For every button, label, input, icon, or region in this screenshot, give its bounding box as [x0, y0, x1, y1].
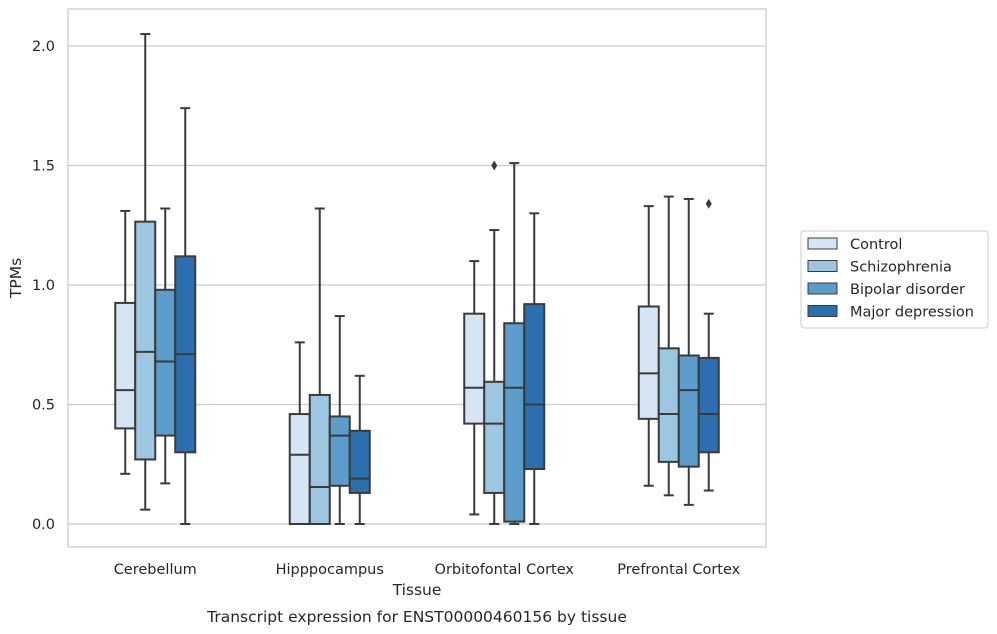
- box-body: [348, 429, 371, 494]
- box-series: [114, 33, 720, 525]
- y-tick-label: 2.0: [32, 39, 55, 55]
- box-body: [154, 288, 177, 437]
- x-tick-label: Orbitofontal Cortex: [435, 562, 575, 578]
- box: [348, 374, 371, 525]
- box-body: [114, 301, 137, 430]
- box: [174, 107, 197, 525]
- y-tick-label: 1.5: [32, 159, 55, 175]
- box-body: [483, 380, 506, 494]
- legend: Control Schizophrenia Bipolar disorder Majo…: [800, 230, 989, 329]
- box-body: [637, 305, 660, 420]
- box: [288, 341, 311, 525]
- series-control: [114, 205, 660, 525]
- box-body: [134, 220, 157, 461]
- series-major-depression: [174, 107, 720, 525]
- legend-items: Control Schizophrenia Bipolar disorder Majo…: [807, 237, 974, 321]
- box-body: [328, 415, 351, 487]
- box: [308, 207, 331, 525]
- x-tick-label: Prefrontal Cortex: [617, 562, 740, 578]
- box-body: [288, 413, 311, 525]
- series-schizophrenia: [134, 33, 680, 525]
- y-tick-labels: 0.0 0.5 1.0 1.5 2.0: [32, 39, 55, 533]
- legend-label: Bipolar disorder: [850, 282, 965, 298]
- box: [154, 207, 177, 485]
- x-tick-labels: Cerebellum Hipppocampus Orbitofontal Corte…: [114, 562, 741, 578]
- legend-label: Control: [850, 237, 902, 253]
- y-axis-title: TPMs: [7, 258, 25, 299]
- box: [677, 197, 700, 506]
- box-body: [503, 322, 526, 523]
- box: [463, 260, 486, 516]
- box: [697, 198, 720, 492]
- box-body: [308, 393, 331, 525]
- box: [328, 315, 351, 525]
- box-body: [463, 312, 486, 425]
- legend-swatch: [807, 237, 838, 250]
- box: [114, 209, 137, 475]
- x-tick-label: Cerebellum: [114, 562, 197, 578]
- outlier-point: [491, 160, 498, 171]
- y-tick-label: 1.0: [32, 278, 55, 294]
- box: [483, 160, 506, 525]
- outlier-point: [705, 198, 712, 209]
- legend-swatch: [807, 282, 838, 295]
- y-tick-label: 0.5: [32, 398, 55, 414]
- box: [503, 162, 526, 525]
- legend-frame: [800, 230, 989, 329]
- chart-caption: Transcript expression for ENST0000046015…: [206, 608, 627, 626]
- legend-swatch: [807, 305, 838, 317]
- x-axis-title: Tissue: [392, 581, 442, 599]
- box-body: [677, 354, 700, 468]
- box: [637, 205, 660, 487]
- box-body: [657, 347, 680, 463]
- box: [134, 33, 157, 511]
- legend-swatch: [807, 260, 838, 272]
- plot-frame: [67, 8, 767, 548]
- legend-label: Major depression: [850, 305, 974, 321]
- box: [657, 195, 680, 497]
- series-bipolar-disorder: [154, 162, 700, 525]
- box-body: [523, 303, 546, 471]
- x-tick-label: Hipppocampus: [276, 562, 384, 578]
- legend-label: Schizophrenia: [850, 260, 952, 276]
- y-tick-label: 0.0: [32, 517, 55, 533]
- box: [523, 212, 546, 525]
- box-body: [697, 356, 720, 454]
